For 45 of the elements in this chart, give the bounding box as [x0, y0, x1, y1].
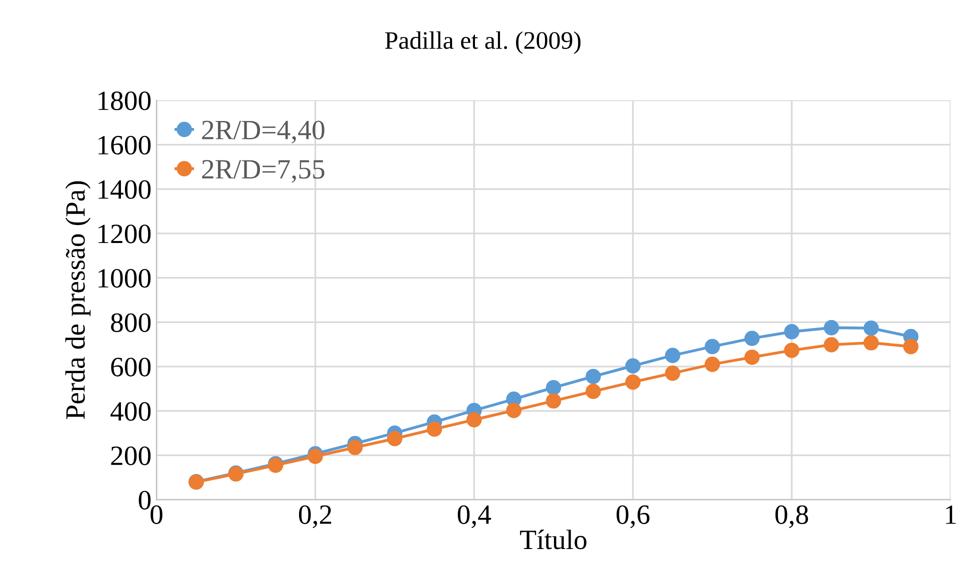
point — [546, 393, 562, 409]
point — [586, 384, 601, 400]
point — [625, 358, 641, 374]
x-tick-label: 0,8 — [775, 505, 808, 528]
point — [864, 320, 879, 336]
x-axis-title: Título — [520, 530, 586, 550]
y-tick-label: 1400 — [98, 180, 151, 199]
legend-label: 2R/D=4,40 — [202, 120, 324, 144]
point — [704, 356, 720, 372]
chart-title: Padilla et al. (2009) — [385, 31, 580, 54]
point — [784, 324, 800, 340]
point — [824, 320, 840, 336]
point — [824, 337, 840, 352]
y-tick-label: 200 — [111, 446, 151, 466]
point — [664, 348, 680, 364]
point — [506, 402, 522, 418]
y-tick-label: 1000 — [98, 268, 151, 288]
point — [784, 342, 800, 358]
y-tick-label: 800 — [111, 313, 151, 332]
y-tick-label: 1200 — [98, 224, 151, 244]
point — [664, 366, 680, 381]
point — [744, 350, 760, 365]
point — [625, 374, 641, 390]
point — [308, 448, 323, 464]
point — [546, 380, 562, 396]
point — [744, 330, 760, 346]
point — [586, 368, 601, 384]
point — [704, 338, 720, 354]
x-tick-label: 0,2 — [299, 505, 332, 528]
point — [347, 440, 363, 456]
y-axis-title: Perda de pressão (Pa) — [65, 181, 91, 420]
y-tick-label: 600 — [111, 358, 151, 376]
y-tick-label: 400 — [110, 402, 151, 421]
y-tick-label: 1800 — [98, 91, 151, 110]
point — [426, 421, 442, 437]
point — [903, 338, 918, 354]
x-tick-label: 1 — [946, 505, 956, 524]
x-tick-label: 0,4 — [458, 505, 492, 528]
legend-label: 2R/D=7,55 — [202, 160, 324, 183]
x-tick-label: 0,6 — [616, 505, 650, 528]
point — [864, 335, 879, 350]
point — [466, 412, 482, 428]
y-tick-label: 1600 — [98, 136, 151, 155]
point — [387, 431, 402, 446]
y-tick-label: 0 — [138, 490, 151, 510]
